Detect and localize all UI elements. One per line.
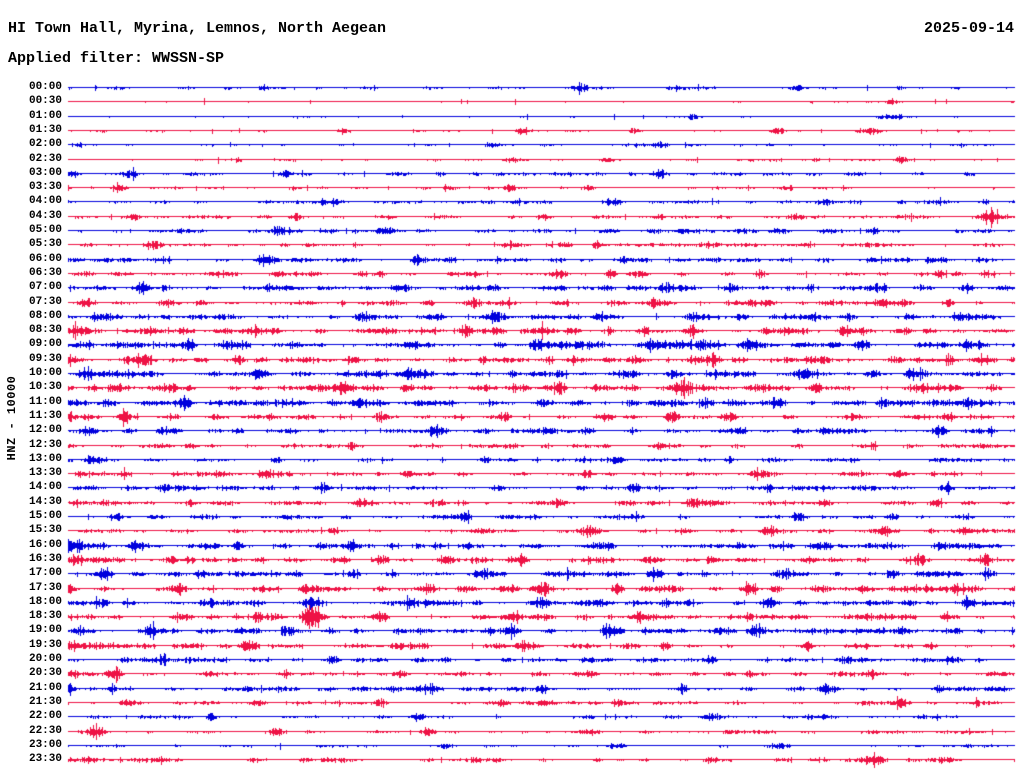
time-label: 04:00 bbox=[28, 195, 62, 207]
time-label: 22:30 bbox=[28, 725, 62, 737]
time-label: 10:30 bbox=[28, 381, 62, 393]
time-label: 20:00 bbox=[28, 653, 62, 665]
time-label: 18:30 bbox=[28, 610, 62, 622]
time-label: 03:30 bbox=[28, 181, 62, 193]
time-label: 02:30 bbox=[28, 153, 62, 165]
time-label: 09:00 bbox=[28, 338, 62, 350]
time-label: 07:00 bbox=[28, 281, 62, 293]
time-label: 00:00 bbox=[28, 81, 62, 93]
time-label: 19:00 bbox=[28, 624, 62, 636]
time-label: 19:30 bbox=[28, 639, 62, 651]
time-label: 16:30 bbox=[28, 553, 62, 565]
time-label: 05:00 bbox=[28, 224, 62, 236]
time-label: 06:00 bbox=[28, 253, 62, 265]
time-label: 13:00 bbox=[28, 453, 62, 465]
time-label: 21:30 bbox=[28, 696, 62, 708]
time-label: 15:00 bbox=[28, 510, 62, 522]
time-label: 22:00 bbox=[28, 710, 62, 722]
time-label: 17:00 bbox=[28, 567, 62, 579]
time-label: 02:00 bbox=[28, 138, 62, 150]
time-label: 14:30 bbox=[28, 496, 62, 508]
time-label: 21:00 bbox=[28, 682, 62, 694]
time-label: 18:00 bbox=[28, 596, 62, 608]
station-title: HI Town Hall, Myrina, Lemnos, North Aege… bbox=[8, 20, 387, 37]
time-label: 15:30 bbox=[28, 524, 62, 536]
time-label: 06:30 bbox=[28, 267, 62, 279]
time-label: 01:30 bbox=[28, 124, 62, 136]
filter-label: Applied filter: WWSSN-SP bbox=[8, 50, 225, 67]
time-label: 10:00 bbox=[28, 367, 62, 379]
time-label: 17:30 bbox=[28, 582, 62, 594]
time-axis: 00:00 00:30 01:00 01:30 02:00 02:30 03:00 03:30… bbox=[0, 0, 62, 780]
time-label: 07:30 bbox=[28, 296, 62, 308]
time-label: 08:00 bbox=[28, 310, 62, 322]
time-label: 13:30 bbox=[28, 467, 62, 479]
time-label: 03:00 bbox=[28, 167, 62, 179]
time-label: 11:00 bbox=[28, 396, 62, 408]
time-label: 23:30 bbox=[28, 753, 62, 765]
time-label: 11:30 bbox=[28, 410, 62, 422]
time-label: 08:30 bbox=[28, 324, 62, 336]
time-label: 01:00 bbox=[28, 110, 62, 122]
time-label: 12:30 bbox=[28, 439, 62, 451]
time-label: 12:00 bbox=[28, 424, 62, 436]
time-label: 00:30 bbox=[28, 95, 62, 107]
time-label: 09:30 bbox=[28, 353, 62, 365]
time-label: 23:00 bbox=[28, 739, 62, 751]
time-label: 05:30 bbox=[28, 238, 62, 250]
date-label: 2025-09-14 bbox=[923, 20, 1014, 37]
time-label: 20:30 bbox=[28, 667, 62, 679]
time-label: 16:00 bbox=[28, 539, 62, 551]
time-label: 14:00 bbox=[28, 481, 62, 493]
time-label: 04:30 bbox=[28, 210, 62, 222]
